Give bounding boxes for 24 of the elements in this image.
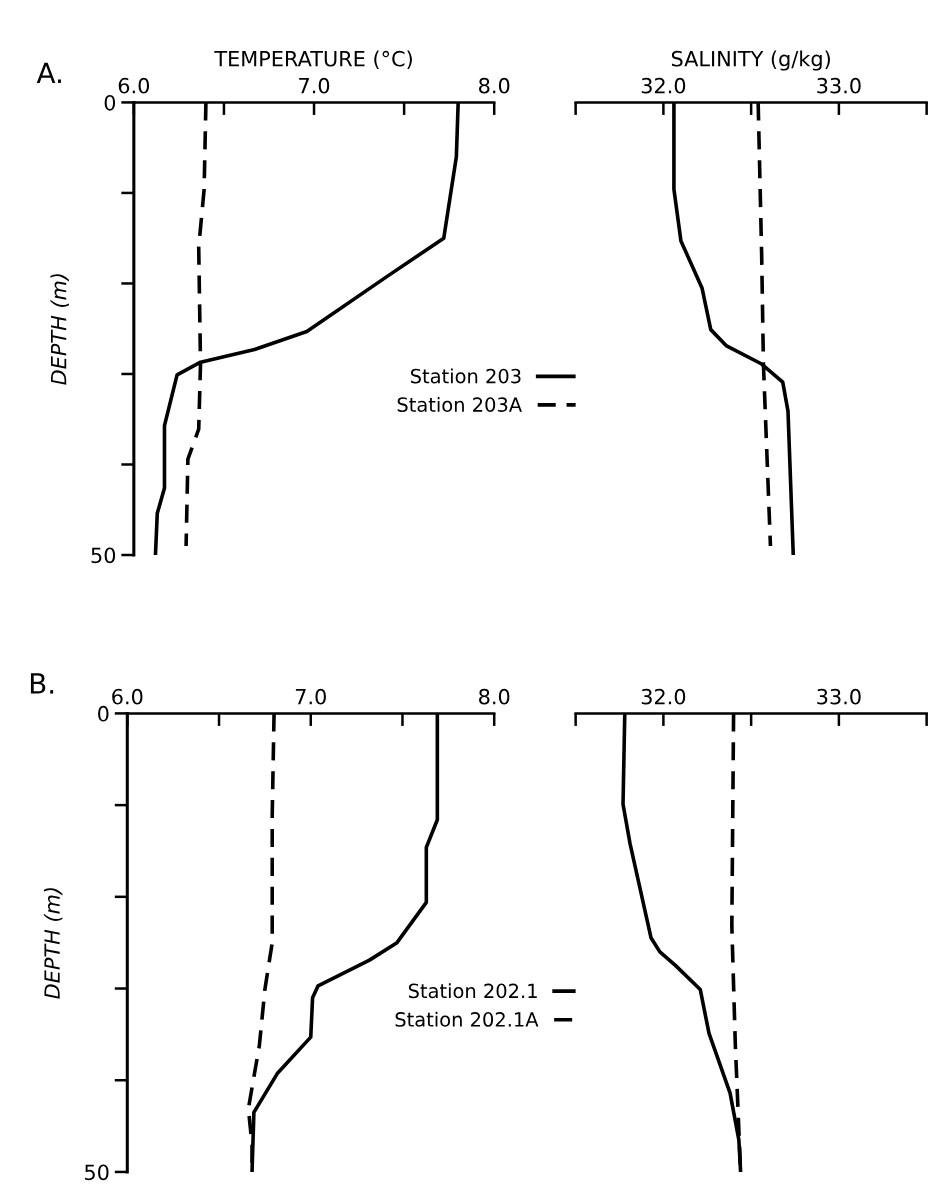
x-tick-label: 8.0 [479,77,510,94]
y-tick-label: 50 [91,547,116,564]
y-tick-label: 0 [98,705,109,722]
legend-label: Station 202.1A [395,1011,539,1027]
chart-title: A. [36,62,61,83]
x-tick-label: 6.0 [112,688,143,705]
x-tick-label: 33.0 [817,77,861,94]
y-axis-title: DEPTH (m) [43,888,63,999]
x-tick-label: 33.0 [817,688,861,705]
x-tick-label: 8.0 [479,688,510,705]
y-tick-label: 50 [85,1164,109,1181]
x-axis-title: SALINITY (g/kg) [671,50,830,71]
legend-label: Station 203A [397,396,522,412]
x-axis-title: TEMPERATURE (°C) [214,50,412,70]
y-tick-label: 0 [104,94,116,111]
chart-title: B. [30,673,54,694]
x-tick-label: 6.0 [118,77,150,94]
legend-label: Station 203 [410,368,521,384]
x-tick-label: 7.0 [295,688,326,705]
x-tick-label: 7.0 [299,77,330,94]
y-axis-title: DEPTH (m) [50,274,69,385]
x-tick-label: 32.0 [641,688,686,705]
x-tick-label: 32.0 [641,77,686,94]
legend-label: Station 202.1 [408,983,537,999]
